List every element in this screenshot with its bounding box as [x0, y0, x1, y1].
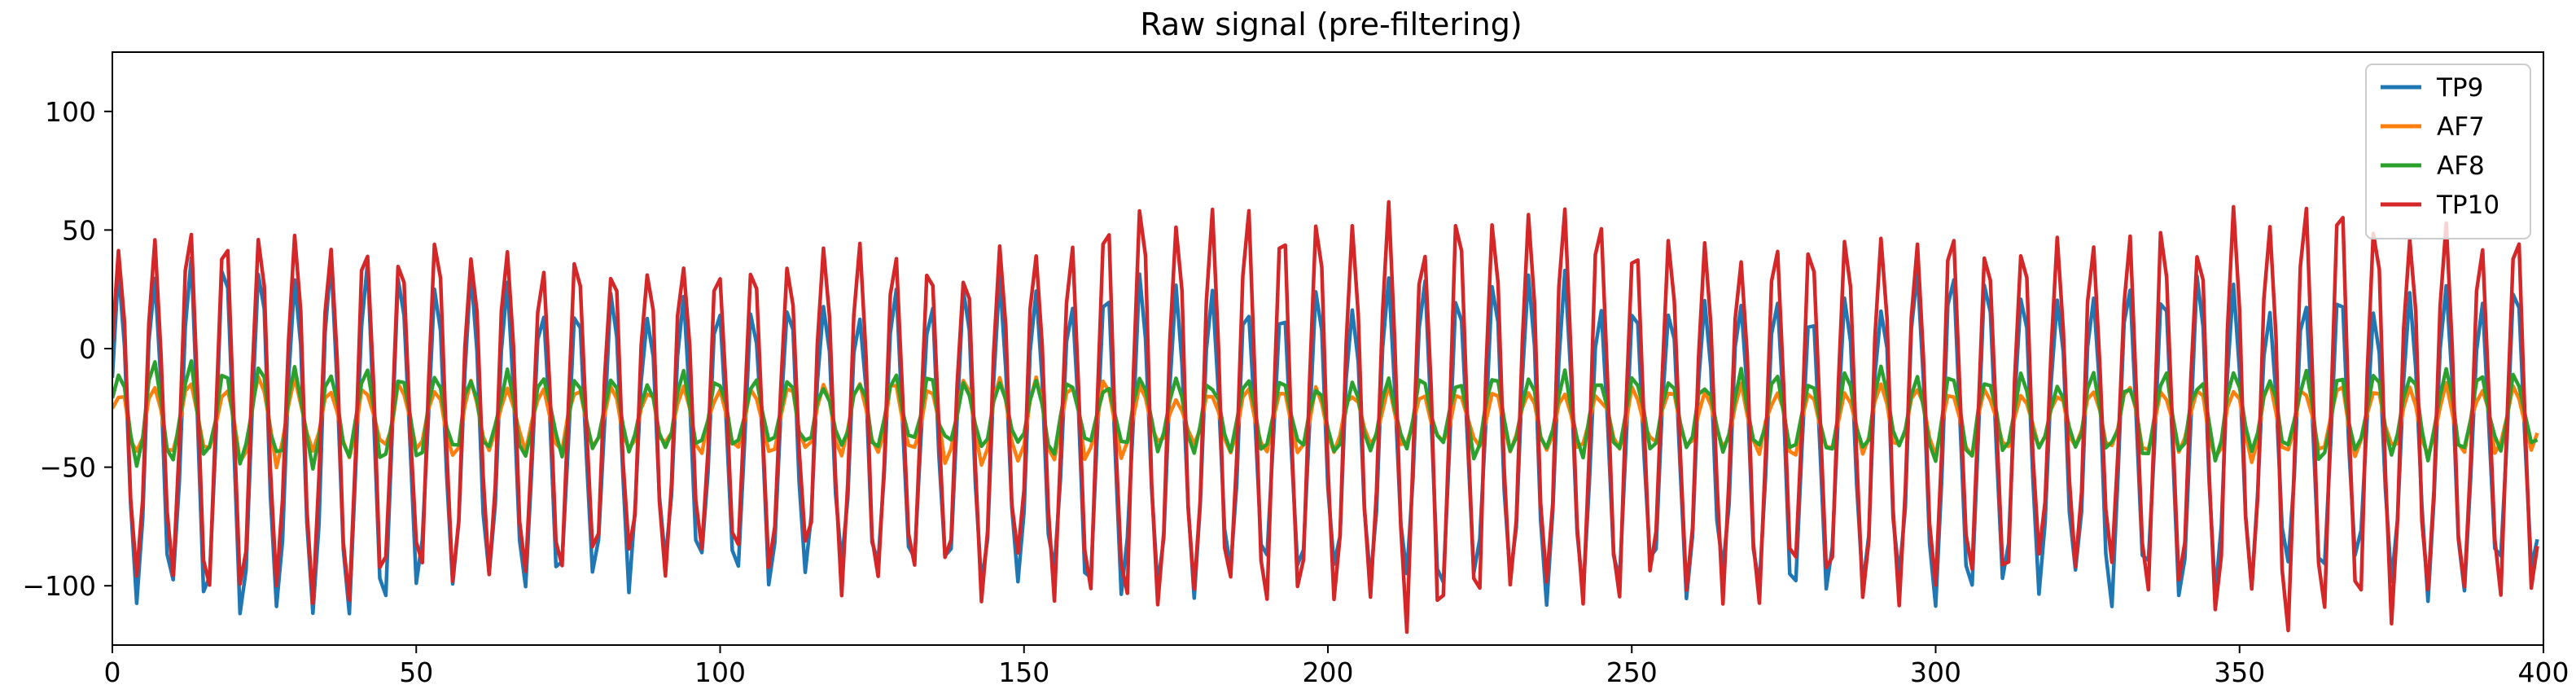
legend: TP9 AF7 AF8 TP10 [2365, 64, 2531, 239]
y-tick-label: 50 [62, 214, 96, 246]
series-layer [112, 200, 2539, 634]
y-tick-label: 0 [79, 333, 96, 365]
y-tick-label: −50 [39, 452, 96, 484]
legend-box [2365, 64, 2531, 239]
ticks-layer: 0 50 100 150 200 250 300 350 400 −100 −50 0 50 100 [22, 96, 2569, 688]
x-tick-label: 200 [1303, 656, 1354, 688]
legend-label-af7: AF7 [2437, 112, 2485, 142]
y-tick-label: 100 [45, 96, 96, 128]
legend-label-tp9: TP9 [2436, 73, 2483, 103]
x-tick-label: 250 [1606, 656, 1658, 688]
series-line-tp10 [112, 200, 2539, 634]
legend-label-tp10: TP10 [2436, 191, 2499, 220]
x-tick-label: 0 [104, 656, 121, 688]
x-tick-label: 150 [998, 656, 1049, 688]
x-tick-label: 50 [399, 656, 433, 688]
x-tick-label: 350 [2214, 656, 2265, 688]
chart-title: Raw signal (pre-filtering) [1140, 7, 1522, 42]
legend-label-af8: AF8 [2437, 151, 2485, 181]
x-tick-label: 300 [1910, 656, 1961, 688]
y-tick-label: −100 [22, 570, 96, 602]
legend-items: TP9 AF7 AF8 TP10 [2381, 73, 2499, 220]
x-tick-label: 100 [694, 656, 746, 688]
x-tick-label: 400 [2518, 656, 2569, 688]
